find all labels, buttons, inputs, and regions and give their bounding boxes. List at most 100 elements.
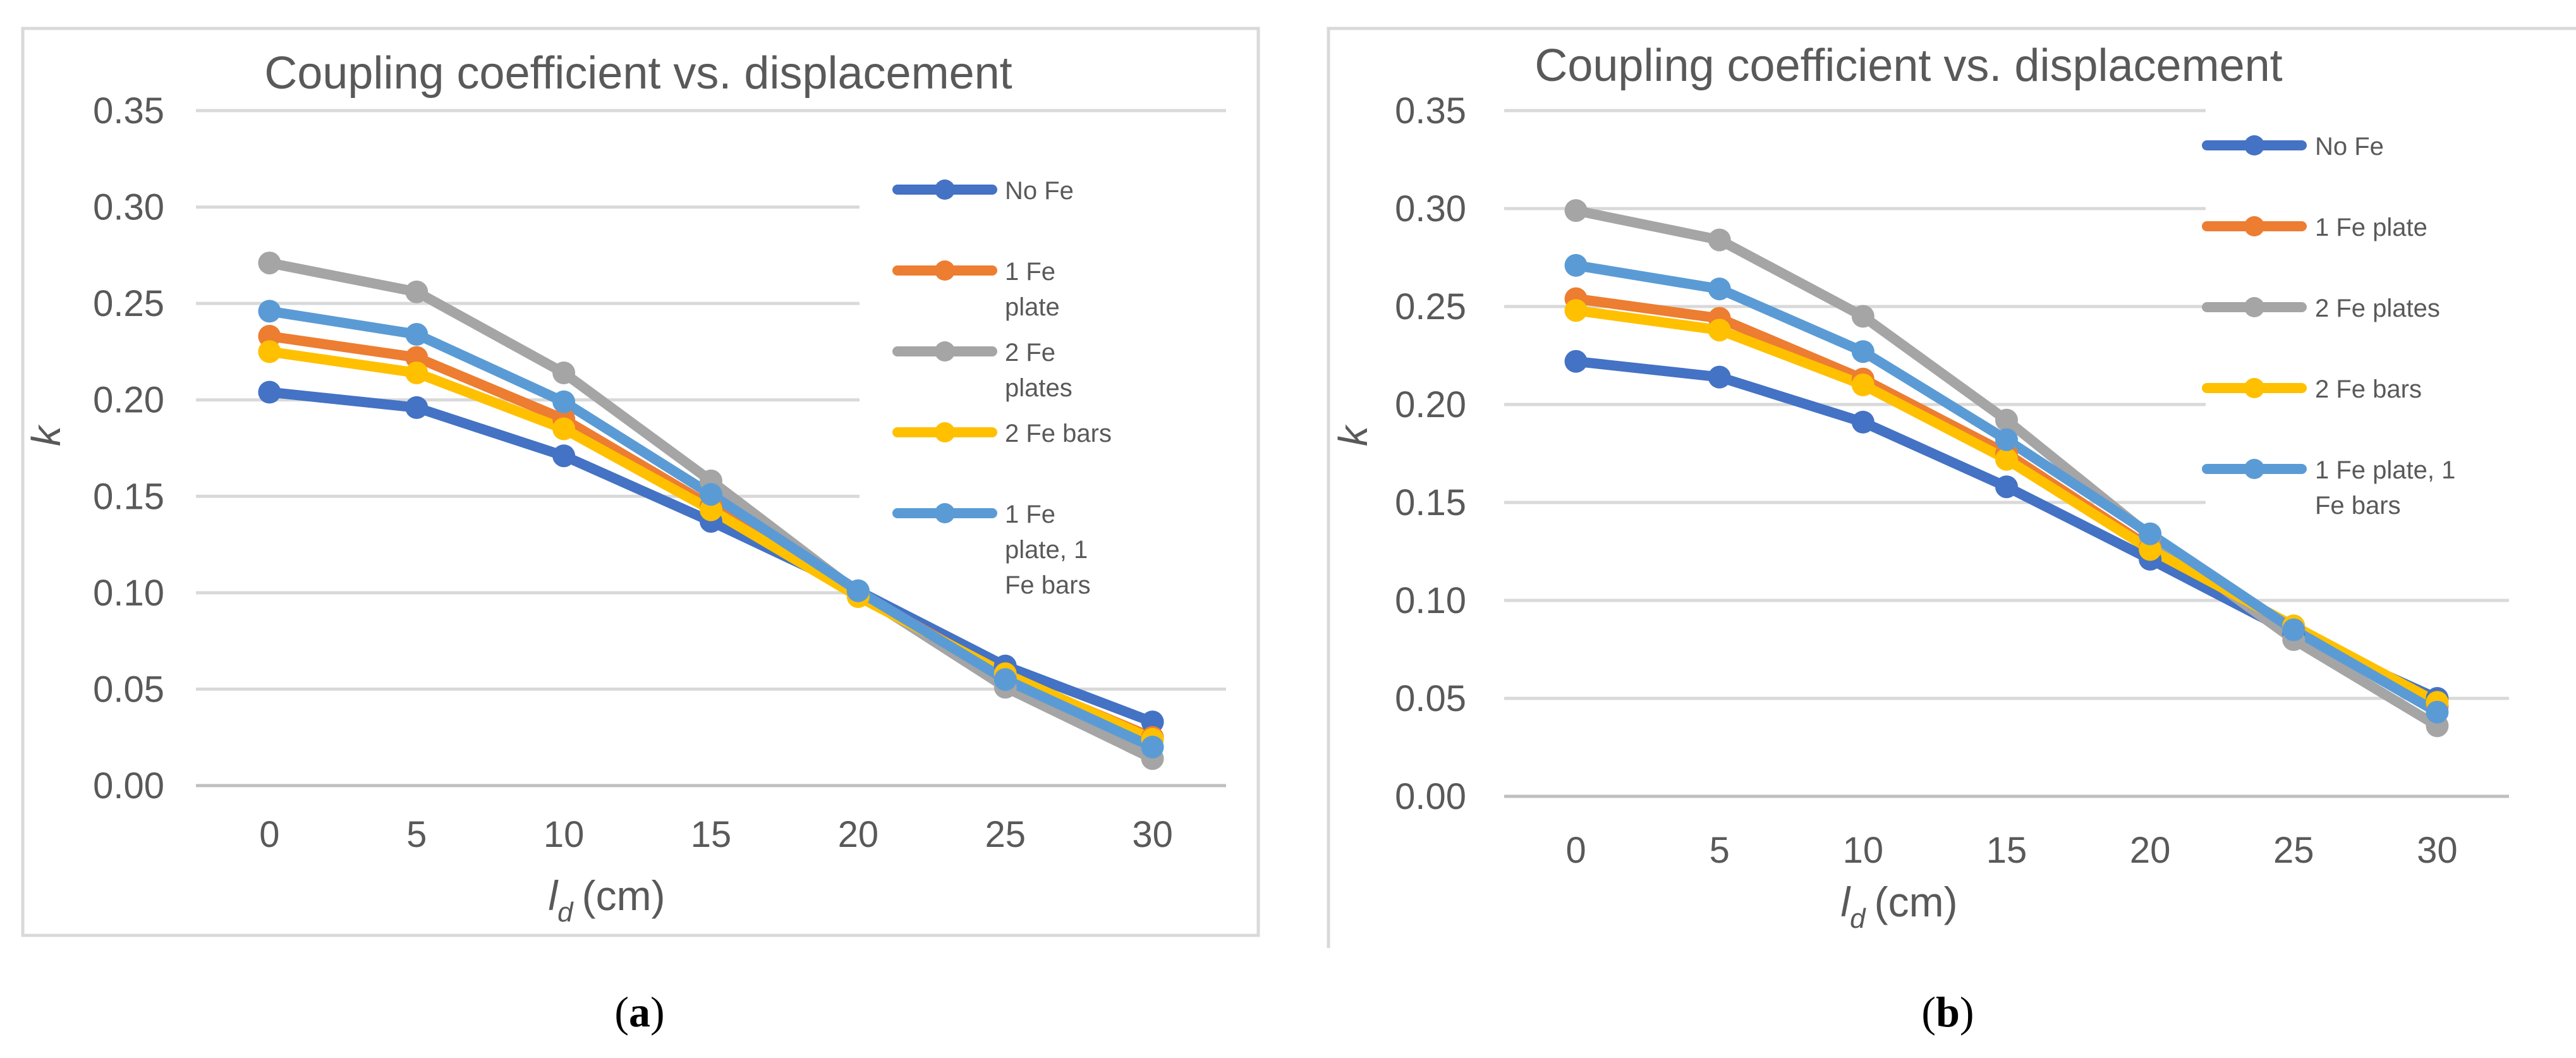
- chart-b: 0.00 0.05 0.10 0.15 0.20 0.25 0.30 0.35 0 5 10 15 20…: [1327, 27, 2576, 948]
- data-point: [2426, 700, 2449, 724]
- data-point: [552, 390, 576, 413]
- legend-label: 1 Fe plate, 1 Fe bars: [2315, 456, 2455, 520]
- y-axis-label: k: [23, 424, 69, 446]
- legend-entry: 2 Fe bars: [2202, 375, 2422, 403]
- x-tick-label: 5: [1710, 830, 1730, 871]
- chart-frame: [1327, 27, 2576, 948]
- y-tick-label: 0.25: [1395, 286, 1466, 327]
- data-point: [2139, 538, 2162, 561]
- legend-swatch-marker: [2244, 216, 2264, 236]
- legend-entry: 1 Fe plate: [892, 258, 1060, 321]
- data-point: [1995, 475, 2018, 499]
- x-axis-label: ld (cm): [1840, 879, 1957, 934]
- x-tick-label: 30: [2417, 830, 2458, 871]
- legend-label: 1 Fe plate: [1005, 258, 1060, 321]
- chart-a: 0.00 0.05 0.10 0.15 0.20 0.25 0.30 0.35 0 5 10 15 20…: [21, 27, 1260, 937]
- y-tick-label: 0.05: [93, 669, 164, 710]
- data-point: [1708, 228, 1731, 252]
- data-point: [1564, 253, 1588, 277]
- y-axis-label: k: [1330, 424, 1376, 446]
- data-point: [552, 444, 576, 468]
- data-point: [1564, 350, 1588, 373]
- x-axis-label: ld (cm): [548, 872, 665, 928]
- legend-swatch-marker: [935, 179, 955, 200]
- x-tick-label: 20: [838, 814, 879, 855]
- data-point: [258, 380, 281, 404]
- x-tick-label: 10: [1843, 830, 1884, 871]
- data-point: [1564, 199, 1588, 222]
- data-point: [2139, 522, 2162, 545]
- x-tick-label: 25: [985, 814, 1026, 855]
- x-tick-label: 0: [259, 814, 279, 855]
- y-tick-label: 0.35: [93, 90, 164, 131]
- y-tick-label: 0.10: [1395, 580, 1466, 621]
- data-point: [2282, 618, 2306, 641]
- data-point: [552, 417, 576, 441]
- legend-swatch-marker: [935, 341, 955, 362]
- caption-b: (b): [1921, 988, 1974, 1036]
- legend-swatch-marker: [935, 422, 955, 442]
- legend-entry: No Fe: [892, 177, 1074, 205]
- data-point: [258, 252, 281, 275]
- y-tick-label: 0.20: [1395, 384, 1466, 425]
- caption-letter-a: a: [629, 988, 650, 1036]
- legend-entry: 2 Fe plates: [2202, 295, 2440, 322]
- data-point: [405, 322, 428, 346]
- y-tick-label: 0.10: [93, 573, 164, 614]
- legend-entry: No Fe: [2202, 133, 2384, 161]
- legend-label: No Fe: [1005, 177, 1074, 205]
- data-point: [405, 280, 428, 303]
- x-tick-label: 25: [2273, 830, 2314, 871]
- legend-swatch-marker: [935, 503, 955, 523]
- x-tick-label: 0: [1565, 830, 1586, 871]
- y-tick-label: 0.35: [1395, 90, 1466, 131]
- x-tick-label: 15: [691, 814, 732, 855]
- y-tick-label: 0.05: [1395, 678, 1466, 719]
- legend-label: No Fe: [2315, 133, 2384, 161]
- legend-swatch-marker: [2244, 459, 2264, 479]
- data-point: [1708, 319, 1731, 342]
- x-tick-label: 5: [406, 814, 427, 855]
- data-point: [258, 300, 281, 323]
- legend-label: 2 Fe plates: [2315, 295, 2440, 322]
- legend-swatch-marker: [935, 260, 955, 281]
- data-point: [1995, 408, 2018, 432]
- legend-swatch-marker: [2244, 297, 2264, 317]
- caption-letter-b: b: [1936, 988, 1960, 1036]
- x-tick-label: 15: [1986, 830, 2027, 871]
- x-tick-label: 20: [2130, 830, 2171, 871]
- data-point: [846, 579, 870, 602]
- data-point: [405, 361, 428, 384]
- legend-label: 1 Fe plate, 1 Fe bars: [1005, 501, 1091, 599]
- legend-label: 2 Fe plates: [1005, 339, 1072, 402]
- y-tick-label: 0.00: [93, 765, 164, 806]
- data-point: [1851, 410, 1874, 434]
- data-point: [1708, 365, 1731, 389]
- caption-a: (a): [614, 988, 665, 1036]
- y-tick-label: 0.15: [93, 476, 164, 517]
- chart-frame: [21, 27, 1260, 937]
- data-point: [1995, 428, 2018, 451]
- chart-title: Coupling coefficient vs. displacement: [1534, 40, 2282, 91]
- legend-entry: 1 Fe plate: [2202, 214, 2427, 241]
- y-tick-label: 0.00: [1395, 776, 1466, 817]
- chart-panel-b: 0.00 0.05 0.10 0.15 0.20 0.25 0.30 0.35 0 5 10 15 20…: [1292, 0, 2576, 948]
- legend-entry: 2 Fe bars: [892, 420, 1112, 447]
- data-point: [1708, 277, 1731, 301]
- legend-entry: 1 Fe plate, 1 Fe bars: [2202, 456, 2455, 520]
- data-point: [1564, 299, 1588, 322]
- data-point: [258, 340, 281, 363]
- data-point: [1851, 374, 1874, 396]
- chart-title: Coupling coefficient vs. displacement: [264, 48, 1012, 99]
- y-tick-label: 0.30: [1395, 188, 1466, 229]
- data-point: [1851, 340, 1874, 363]
- legend-swatch-marker: [2244, 135, 2264, 155]
- data-point: [1851, 305, 1874, 328]
- y-tick-label: 0.20: [93, 380, 164, 421]
- legend-entry: 2 Fe plates: [892, 339, 1072, 402]
- legend-entry: 1 Fe plate, 1 Fe bars: [892, 501, 1091, 599]
- data-point: [1141, 735, 1164, 758]
- legend-label: 1 Fe plate: [2315, 214, 2427, 241]
- legend-label: 2 Fe bars: [2315, 375, 2422, 403]
- y-tick-label: 0.15: [1395, 482, 1466, 523]
